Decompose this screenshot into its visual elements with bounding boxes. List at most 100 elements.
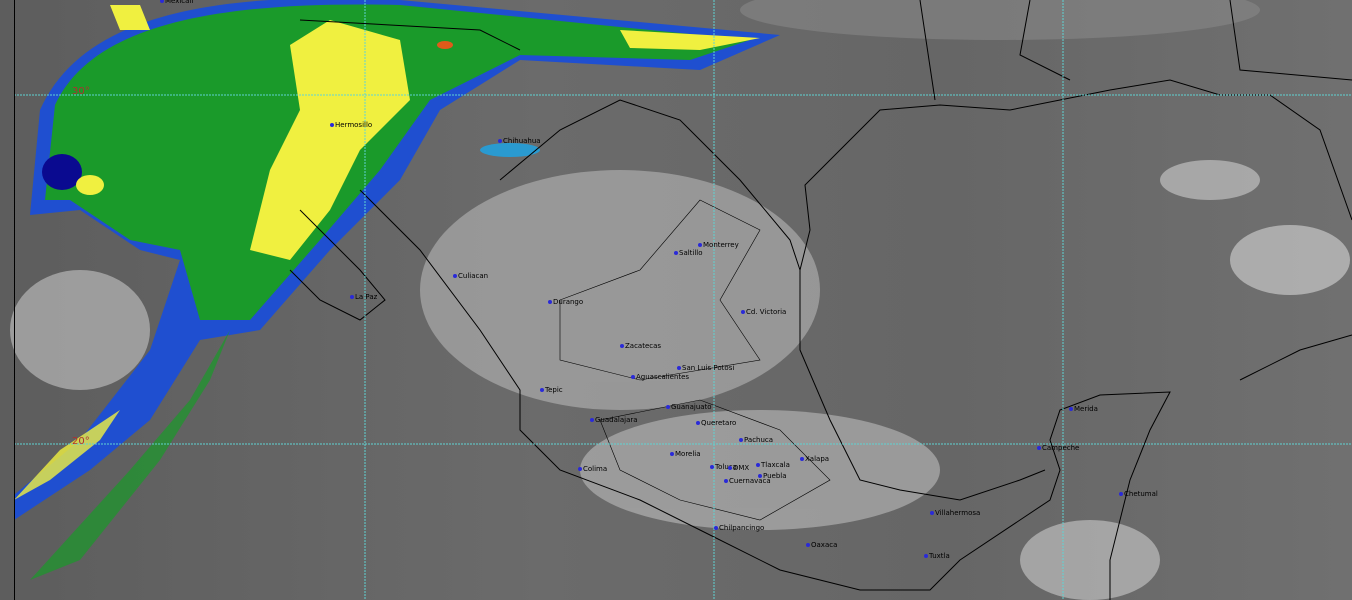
city-label: Monterrey — [698, 241, 739, 249]
city-name: Queretaro — [701, 419, 737, 427]
city-name: Monterrey — [703, 241, 739, 249]
city-name: DMX — [733, 464, 750, 472]
city-label: Toluca — [710, 463, 737, 471]
city-name: Colima — [583, 465, 608, 473]
city-label: Chilpancingo — [714, 524, 764, 532]
city-label: Hermosillo — [330, 121, 372, 129]
city-label: Pachuca — [739, 436, 773, 444]
city-label: Zacatecas — [620, 342, 661, 350]
city-dot-icon — [674, 251, 678, 255]
city-dot-icon — [710, 465, 714, 469]
city-label: Mexicali — [160, 0, 193, 5]
city-label: Chetumal — [1119, 490, 1158, 498]
city-dot-icon — [714, 526, 718, 530]
city-name: Campeche — [1042, 444, 1080, 452]
city-name: Aguascalientes — [636, 373, 690, 381]
city-dot-icon — [806, 543, 810, 547]
city-label: Queretaro — [696, 419, 736, 427]
city-name: Oaxaca — [811, 541, 838, 549]
city-label: Tlaxcala — [756, 461, 790, 469]
city-name: Chetumal — [1124, 490, 1158, 498]
city-name: Guanajuato — [671, 403, 712, 411]
cloud-layer — [10, 0, 1350, 600]
city-dot-icon — [590, 418, 594, 422]
city-dot-icon — [758, 474, 762, 478]
city-name: Puebla — [763, 472, 787, 480]
city-name: San Luis Potosi — [682, 364, 735, 372]
city-dot-icon — [677, 366, 681, 370]
city-name: Chilpancingo — [719, 524, 765, 532]
city-label: Culiacan — [453, 272, 488, 280]
city-name: Cd. Victoria — [746, 308, 787, 316]
city-name: Chihuahua — [503, 137, 541, 145]
city-name: Merida — [1074, 405, 1098, 413]
city-dot-icon — [800, 457, 804, 461]
city-dot-icon — [453, 274, 457, 278]
map-frame-border — [14, 0, 15, 600]
city-name: Tepic — [545, 386, 563, 394]
city-dot-icon — [578, 467, 582, 471]
latitude-label-20: 20° — [72, 436, 90, 447]
city-dot-icon — [548, 300, 552, 304]
city-dot-icon — [1037, 446, 1041, 450]
city-label: Merida — [1069, 405, 1098, 413]
precipitation-layer — [14, 0, 780, 580]
city-dot-icon — [756, 463, 760, 467]
city-label: Morelia — [670, 450, 701, 458]
city-dot-icon — [666, 405, 670, 409]
city-dot-icon — [728, 466, 732, 470]
city-label: Campeche — [1037, 444, 1079, 452]
city-dot-icon — [620, 344, 624, 348]
city-label: Colima — [578, 465, 607, 473]
lat-lon-grid — [14, 0, 1352, 600]
city-name: Cuernavaca — [729, 477, 771, 485]
city-label: Oaxaca — [806, 541, 837, 549]
city-label: Saltillo — [674, 249, 703, 257]
city-dot-icon — [739, 438, 743, 442]
city-dot-icon — [631, 375, 635, 379]
city-label: Guadalajara — [590, 416, 638, 424]
city-name: Mexicali — [165, 0, 194, 5]
city-label: DMX — [728, 464, 749, 472]
city-label: San Luis Potosi — [677, 364, 734, 372]
city-name: Zacatecas — [625, 342, 662, 350]
city-dot-icon — [1069, 407, 1073, 411]
city-dot-icon — [160, 0, 164, 3]
city-name: La Paz — [355, 293, 378, 301]
city-name: Hermosillo — [335, 121, 373, 129]
city-dot-icon — [670, 452, 674, 456]
city-label: Xalapa — [800, 455, 829, 463]
city-label: Guanajuato — [666, 403, 712, 411]
city-name: Villahermosa — [935, 509, 981, 517]
city-name: Tuxtla — [929, 552, 950, 560]
city-name: Pachuca — [744, 436, 774, 444]
city-dot-icon — [1119, 492, 1123, 496]
city-dot-icon — [696, 421, 700, 425]
city-name: Saltillo — [679, 249, 703, 257]
city-dot-icon — [498, 139, 502, 143]
latitude-label-30: 30° — [72, 86, 90, 97]
city-label: Puebla — [758, 472, 787, 480]
city-dot-icon — [930, 511, 934, 515]
city-label: Tuxtla — [924, 552, 950, 560]
city-dot-icon — [698, 243, 702, 247]
city-name: Morelia — [675, 450, 701, 458]
city-dot-icon — [924, 554, 928, 558]
city-name: Xalapa — [805, 455, 830, 463]
city-dot-icon — [741, 310, 745, 314]
city-label: Aguascalientes — [631, 373, 689, 381]
city-label: Tepic — [540, 386, 563, 394]
city-dot-icon — [724, 479, 728, 483]
city-dot-icon — [330, 123, 334, 127]
city-label: Durango — [548, 298, 583, 306]
city-name: Durango — [553, 298, 584, 306]
city-name: Tlaxcala — [761, 461, 790, 469]
city-label: Cuernavaca — [724, 477, 771, 485]
city-name: Culiacan — [458, 272, 489, 280]
city-name: Toluca — [715, 463, 737, 471]
city-label: Villahermosa — [930, 509, 980, 517]
city-label: La Paz — [350, 293, 377, 301]
city-label: Chihuahua — [498, 137, 541, 145]
